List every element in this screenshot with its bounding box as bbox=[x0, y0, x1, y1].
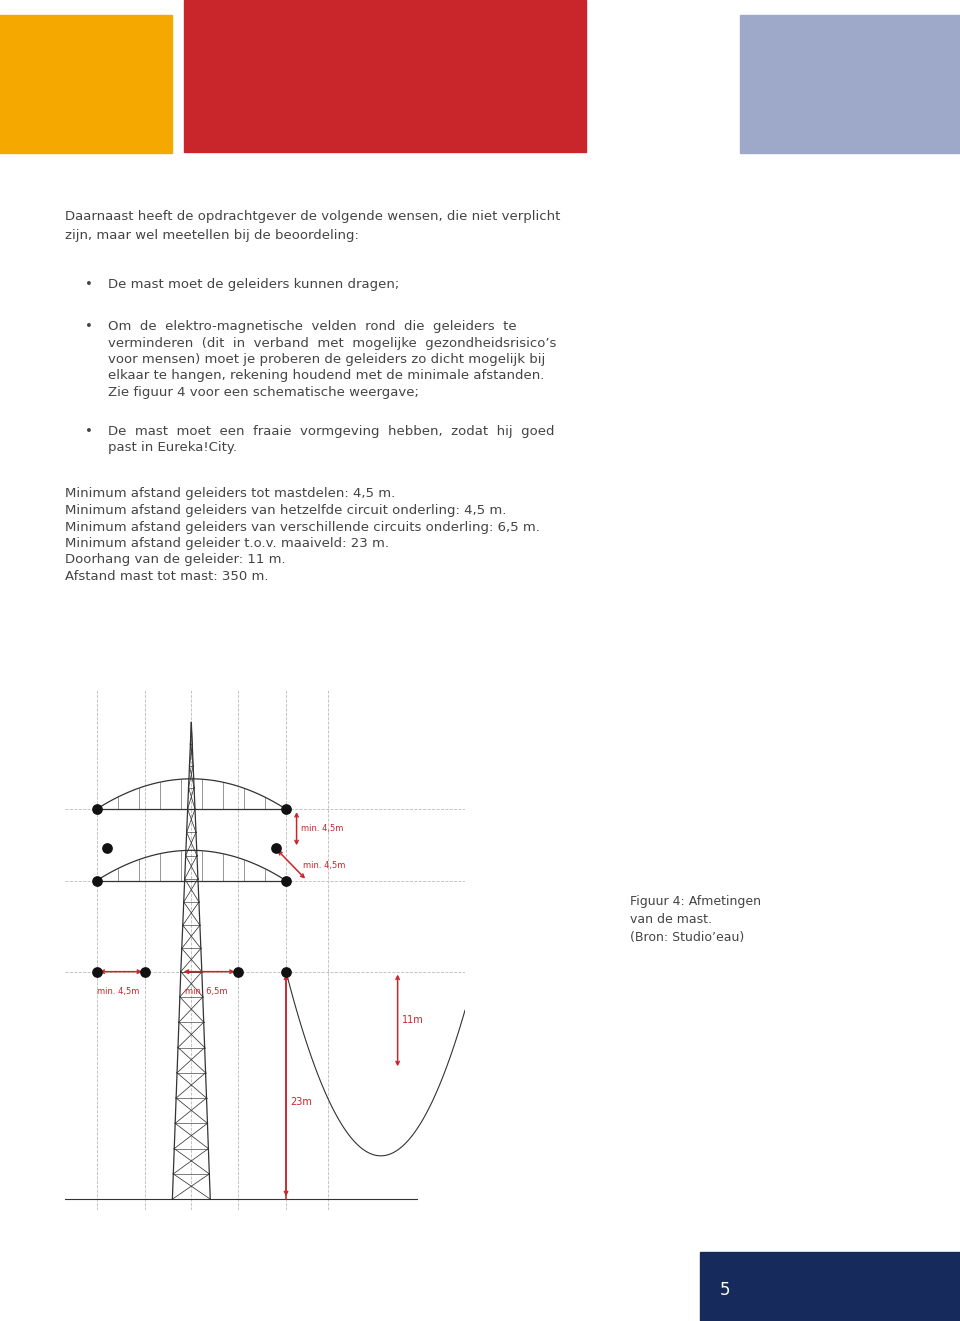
Text: verminderen  (dit  in  verband  met  mogelijke  gezondheidsrisico’s: verminderen (dit in verband met mogelijk… bbox=[108, 337, 557, 350]
Text: Minimum afstand geleiders van verschillende circuits onderling: 6,5 m.: Minimum afstand geleiders van verschille… bbox=[65, 520, 540, 534]
Point bbox=[137, 962, 153, 983]
Text: 23m: 23m bbox=[290, 1096, 312, 1107]
Point bbox=[89, 799, 105, 820]
Text: Zie figuur 4 voor een schematische weergave;: Zie figuur 4 voor een schematische weerg… bbox=[108, 386, 419, 399]
Text: min. 4,5m: min. 4,5m bbox=[303, 861, 346, 871]
Point bbox=[268, 838, 283, 859]
Text: elkaar te hangen, rekening houdend met de minimale afstanden.: elkaar te hangen, rekening houdend met d… bbox=[108, 370, 544, 383]
Text: Minimum afstand geleiders tot mastdelen: 4,5 m.: Minimum afstand geleiders tot mastdelen:… bbox=[65, 487, 396, 501]
Bar bbox=[0, 15, 172, 153]
Point bbox=[278, 871, 294, 892]
Text: •: • bbox=[85, 320, 93, 333]
Point bbox=[89, 962, 105, 983]
Text: voor mensen) moet je proberen de geleiders zo dicht mogelijk bij: voor mensen) moet je proberen de geleide… bbox=[108, 353, 545, 366]
Text: Figuur 4: Afmetingen
van de mast.
(Bron: Studio’eau): Figuur 4: Afmetingen van de mast. (Bron:… bbox=[630, 896, 761, 945]
Text: past in Eureka!City.: past in Eureka!City. bbox=[108, 441, 237, 454]
Text: Afstand mast tot mast: 350 m.: Afstand mast tot mast: 350 m. bbox=[65, 569, 269, 583]
Bar bbox=[184, 0, 586, 152]
Text: •: • bbox=[85, 424, 93, 437]
Bar bbox=[700, 1252, 960, 1321]
Text: Minimum afstand geleider t.o.v. maaiveld: 23 m.: Minimum afstand geleider t.o.v. maaiveld… bbox=[65, 538, 389, 550]
Text: Doorhang van de geleider: 11 m.: Doorhang van de geleider: 11 m. bbox=[65, 553, 286, 567]
Text: min. 6,5m: min. 6,5m bbox=[185, 987, 228, 996]
Text: 5: 5 bbox=[720, 1281, 731, 1299]
Point bbox=[89, 871, 105, 892]
Text: min. 4,5m: min. 4,5m bbox=[97, 987, 139, 996]
Text: 11m: 11m bbox=[402, 1016, 423, 1025]
Point bbox=[230, 962, 246, 983]
Text: Om  de  elektro-magnetische  velden  rond  die  geleiders  te: Om de elektro-magnetische velden rond di… bbox=[108, 320, 516, 333]
Text: De  mast  moet  een  fraaie  vormgeving  hebben,  zodat  hij  goed: De mast moet een fraaie vormgeving hebbe… bbox=[108, 424, 555, 437]
Text: De mast moet de geleiders kunnen dragen;: De mast moet de geleiders kunnen dragen; bbox=[108, 277, 399, 291]
Point bbox=[278, 799, 294, 820]
Point bbox=[278, 962, 294, 983]
Point bbox=[100, 838, 115, 859]
Bar bbox=[740, 15, 960, 153]
Text: Minimum afstand geleiders van hetzelfde circuit onderling: 4,5 m.: Minimum afstand geleiders van hetzelfde … bbox=[65, 505, 506, 517]
Text: min. 4,5m: min. 4,5m bbox=[300, 824, 343, 834]
Text: Daarnaast heeft de opdrachtgever de volgende wensen, die niet verplicht
zijn, ma: Daarnaast heeft de opdrachtgever de volg… bbox=[65, 210, 561, 242]
Text: •: • bbox=[85, 277, 93, 291]
